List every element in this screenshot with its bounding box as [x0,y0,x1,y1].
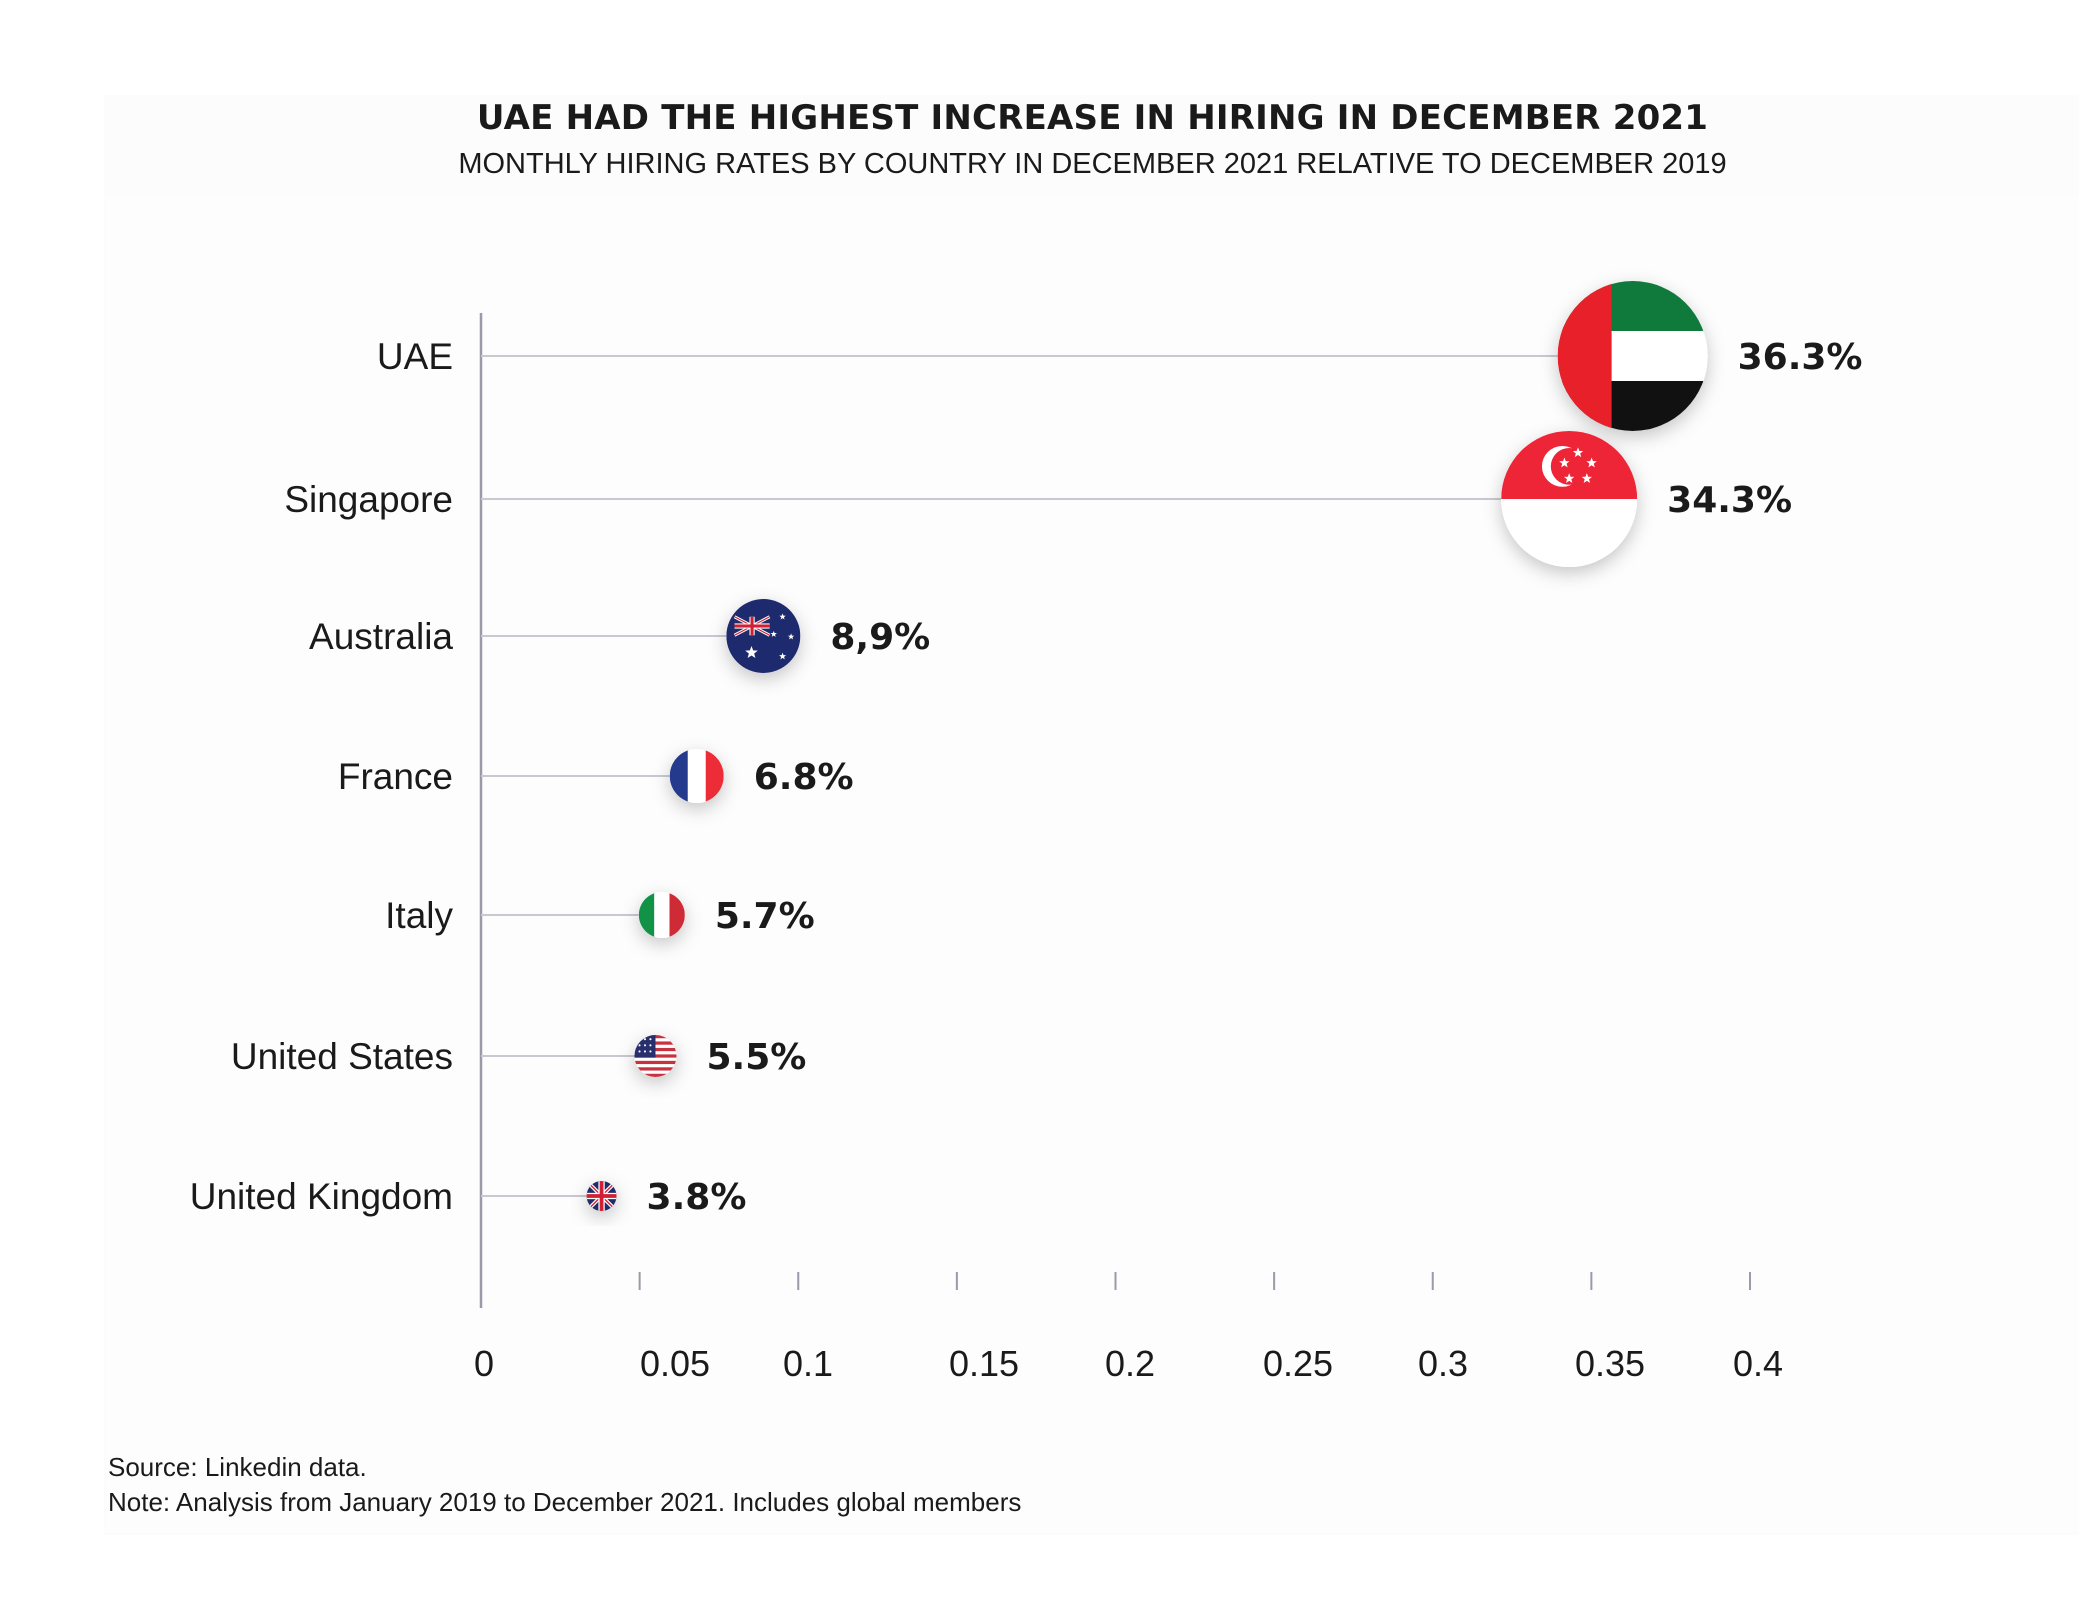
source-note: Source: Linkedin data. [108,1452,367,1482]
x-tick-label: 0.2 [1105,1343,1155,1384]
uk-flag-icon [586,1181,617,1211]
italy-flag-icon [638,892,685,938]
x-tick-label: 0.05 [640,1343,710,1384]
singapore-flag-icon [1501,431,1638,567]
value-label: 34.3% [1667,480,1792,521]
category-label: United Kingdom [190,1176,453,1217]
axes: 0 0.05 0.1 0.15 0.2 0.25 0.3 0.35 0.4 [474,313,1783,1384]
labels: UAE 36.3% Singapore 34.3% Australia 8,9% Franc… [190,336,1863,1218]
x-tick-label: 0.3 [1418,1343,1468,1384]
x-tick-label: 0.25 [1263,1343,1333,1384]
analysis-note: Note: Analysis from January 2019 to Dece… [108,1487,1022,1517]
category-label: UAE [377,336,453,377]
australia-flag-icon [726,599,801,673]
x-tick-label: 0.4 [1733,1343,1783,1384]
category-label: Italy [385,895,453,936]
france-flag-icon [669,749,724,803]
value-label: 5.5% [706,1037,806,1078]
category-label: United States [231,1036,453,1077]
chart-subtitle: MONTHLY HIRING RATES BY COUNTRY IN DECEM… [458,148,1727,180]
value-label: 3.8% [647,1177,747,1218]
category-label: Australia [309,616,453,657]
uae-flag-icon [1557,281,1708,431]
value-label: 5.7% [715,896,815,937]
markers [586,281,1708,1211]
x-tick-label: 0.15 [949,1343,1019,1384]
x-tick-label: 0.35 [1575,1343,1645,1384]
x-tick-label: 0.1 [783,1343,833,1384]
stems [481,355,1633,1197]
plot-area [106,197,2079,1532]
value-label: 6.8% [754,757,854,798]
us-flag-icon [634,1035,677,1077]
value-label: 8,9% [830,617,930,658]
chart-title: UAE HAD THE HIGHEST INCREASE IN HIRING I… [476,98,1709,138]
category-label: France [338,756,453,797]
value-label: 36.3% [1738,337,1863,378]
category-label: Singapore [284,479,453,520]
x-tick-label: 0 [474,1343,494,1384]
